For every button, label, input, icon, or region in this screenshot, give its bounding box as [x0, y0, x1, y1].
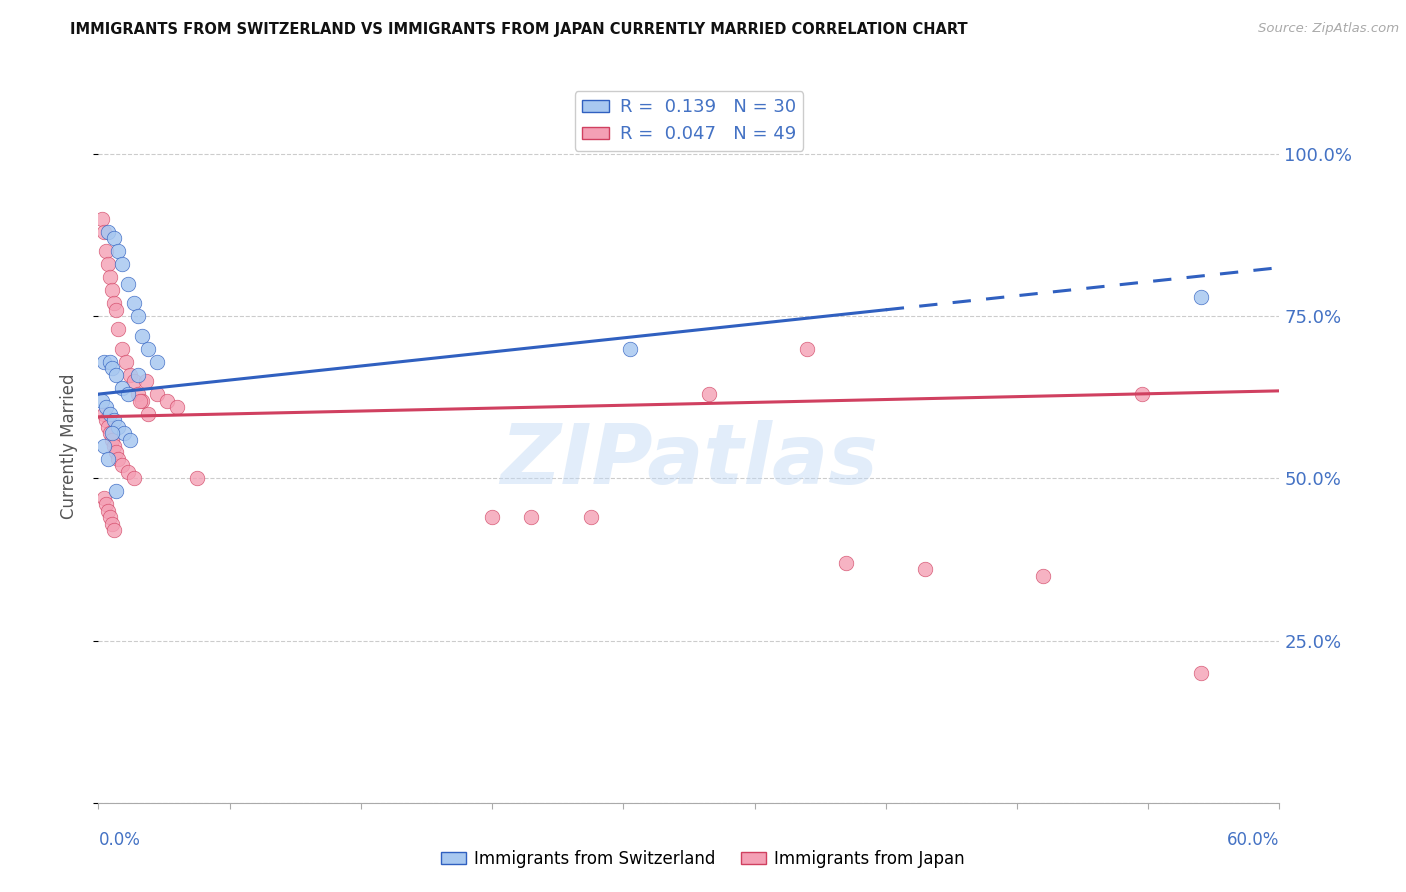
Point	[131, 328, 153, 343]
Point	[117, 465, 139, 479]
Point	[135, 374, 157, 388]
Point	[93, 225, 115, 239]
Point	[93, 491, 115, 505]
Point	[156, 393, 179, 408]
Point	[118, 433, 141, 447]
Point	[619, 342, 641, 356]
Point	[579, 510, 602, 524]
Point	[117, 387, 139, 401]
Point	[103, 413, 125, 427]
Point	[835, 556, 858, 570]
Point	[97, 257, 120, 271]
Point	[105, 445, 128, 459]
Point	[101, 433, 124, 447]
Point	[97, 225, 120, 239]
Point	[131, 393, 153, 408]
Point	[122, 296, 145, 310]
Point	[96, 400, 118, 414]
Text: IMMIGRANTS FROM SWITZERLAND VS IMMIGRANTS FROM JAPAN CURRENTLY MARRIED CORRELATI: IMMIGRANTS FROM SWITZERLAND VS IMMIGRANT…	[70, 22, 967, 37]
Point	[127, 368, 149, 382]
Point	[93, 439, 115, 453]
Point	[520, 510, 543, 524]
Point	[98, 425, 121, 440]
Point	[115, 354, 138, 368]
Point	[91, 393, 114, 408]
Point	[103, 524, 125, 538]
Point	[111, 342, 134, 356]
Point	[118, 368, 141, 382]
Point	[101, 361, 124, 376]
Y-axis label: Currently Married: Currently Married	[59, 373, 77, 519]
Point	[111, 381, 134, 395]
Point	[107, 452, 129, 467]
Point	[103, 231, 125, 245]
Point	[697, 387, 720, 401]
Point	[101, 425, 124, 440]
Point	[93, 354, 115, 368]
Point	[796, 342, 818, 356]
Point	[112, 425, 135, 440]
Point	[1189, 666, 1212, 681]
Point	[122, 374, 145, 388]
Point	[127, 387, 149, 401]
Point	[103, 439, 125, 453]
Point	[146, 387, 169, 401]
Point	[136, 342, 159, 356]
Point	[1032, 568, 1054, 582]
Point	[98, 407, 121, 421]
Point	[107, 244, 129, 259]
Point	[101, 516, 124, 531]
Point	[166, 400, 188, 414]
Point	[107, 322, 129, 336]
Text: 60.0%: 60.0%	[1227, 831, 1279, 849]
Point	[97, 452, 120, 467]
Point	[107, 419, 129, 434]
Legend: R =  0.139   N = 30, R =  0.047   N = 49: R = 0.139 N = 30, R = 0.047 N = 49	[575, 91, 803, 151]
Point	[146, 354, 169, 368]
Point	[136, 407, 159, 421]
Point	[103, 296, 125, 310]
Point	[186, 471, 208, 485]
Point	[105, 368, 128, 382]
Text: ZIPatlas: ZIPatlas	[501, 420, 877, 500]
Point	[97, 504, 120, 518]
Point	[96, 497, 118, 511]
Point	[96, 413, 118, 427]
Point	[111, 458, 134, 473]
Point	[98, 510, 121, 524]
Point	[1130, 387, 1153, 401]
Point	[481, 510, 503, 524]
Point	[914, 562, 936, 576]
Point	[105, 302, 128, 317]
Point	[105, 484, 128, 499]
Point	[97, 419, 120, 434]
Point	[96, 244, 118, 259]
Point	[91, 211, 114, 226]
Point	[98, 270, 121, 285]
Point	[117, 277, 139, 291]
Point	[127, 310, 149, 324]
Text: 0.0%: 0.0%	[98, 831, 141, 849]
Point	[1189, 290, 1212, 304]
Point	[101, 283, 124, 297]
Point	[93, 407, 115, 421]
Point	[98, 354, 121, 368]
Point	[111, 257, 134, 271]
Legend: Immigrants from Switzerland, Immigrants from Japan: Immigrants from Switzerland, Immigrants …	[434, 844, 972, 875]
Point	[122, 471, 145, 485]
Point	[128, 393, 150, 408]
Text: Source: ZipAtlas.com: Source: ZipAtlas.com	[1258, 22, 1399, 36]
